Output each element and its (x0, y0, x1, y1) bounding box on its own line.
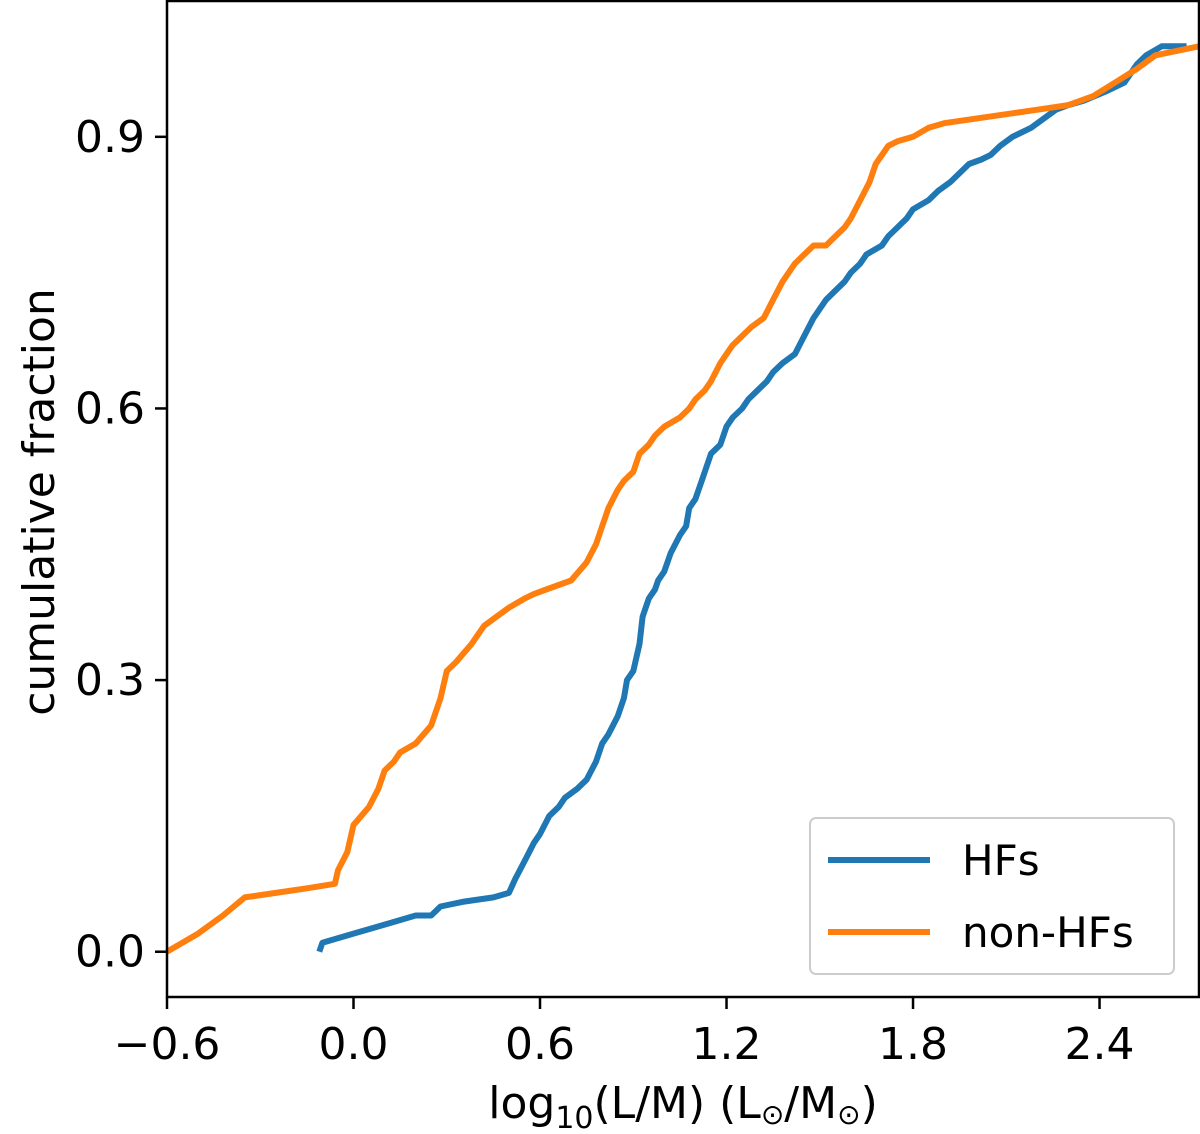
y-axis: 0.0 0.3 0.6 0.9 (75, 112, 167, 978)
y-tick-label: 0.3 (75, 655, 145, 706)
legend: HFs non-HFs (809, 817, 1175, 975)
x-axis: −0.6 0.0 0.6 1.2 1.8 2.4 (114, 997, 1135, 1070)
legend-label-hfs: HFs (962, 836, 1040, 885)
plot-frame (165, 0, 1200, 999)
series-layer (165, 43, 1200, 955)
series-line-hfs (316, 43, 1187, 953)
series-line-non-hfs (165, 43, 1200, 955)
x-axis-label: log10(L/M) (L⊙/M⊙) (488, 1078, 877, 1134)
y-tick-label: 0.9 (75, 112, 145, 163)
x-tick-label: 2.4 (1065, 1019, 1135, 1070)
x-tick-label: 0.0 (319, 1019, 389, 1070)
x-tick-label: 1.8 (878, 1019, 948, 1070)
x-tick-label: 0.6 (505, 1019, 575, 1070)
y-tick-label: 0.0 (75, 927, 145, 978)
x-tick-label: −0.6 (114, 1019, 221, 1070)
y-tick-label: 0.6 (75, 383, 145, 434)
x-tick-label: 1.2 (692, 1019, 762, 1070)
legend-label-non-hfs: non-HFs (962, 908, 1134, 957)
y-axis-label: cumulative fraction (14, 288, 65, 716)
